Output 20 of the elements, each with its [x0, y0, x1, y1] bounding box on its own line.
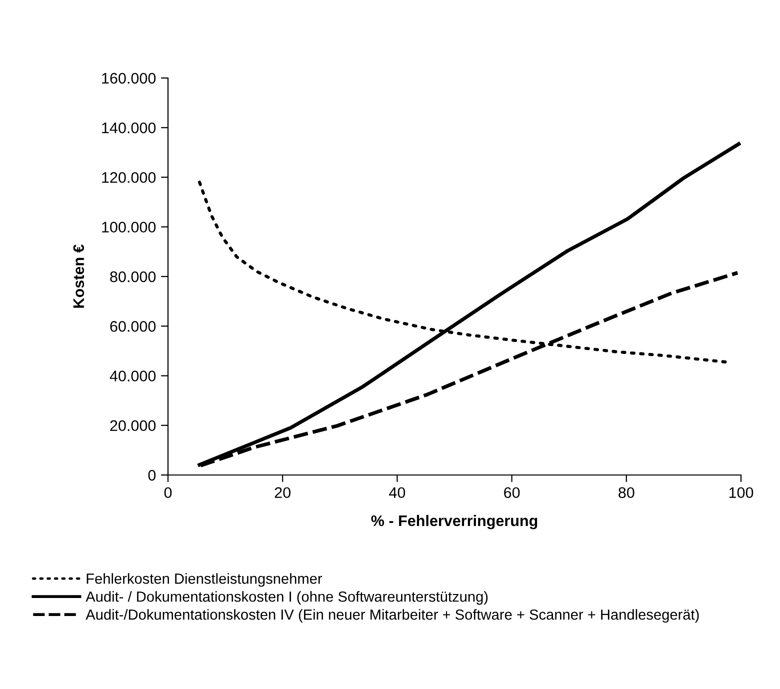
y-tick-label: 80.000 — [110, 271, 156, 282]
y-tick-label: 40.000 — [110, 370, 156, 382]
x-tick-label: 80 — [618, 487, 634, 498]
y-tick-label: 120.000 — [102, 172, 156, 183]
y-tick-label: 60.000 — [110, 320, 156, 332]
y-axis-title: Kosten € — [73, 244, 84, 308]
x-tick-label: 40 — [389, 487, 406, 498]
y-tick-label: 0 — [148, 470, 156, 481]
x-tick-label: 20 — [274, 487, 290, 498]
x-tick-label: 60 — [504, 487, 520, 498]
legend-label: Fehlerkosten Dienstleistungsnehmer — [86, 573, 322, 587]
legend-label: Audit- / Dokumentationskosten I (ohne Softwareunterstützung) — [86, 591, 488, 605]
y-tick-label: 140.000 — [102, 122, 156, 134]
y-tick-label: 100.000 — [102, 222, 156, 233]
legend-label: Audit-/Dokumentationskosten IV (Ein neuer Mitarbeiter + Software + Scanner + Handlesegerät) — [86, 609, 699, 623]
y-tick-label: 20.000 — [110, 420, 156, 432]
x-tick-label: 0 — [164, 487, 172, 498]
x-axis-title: % - Fehlerverringerung — [371, 514, 538, 530]
y-tick-label: 160.000 — [102, 72, 156, 84]
x-tick-label: 100 — [729, 487, 754, 498]
